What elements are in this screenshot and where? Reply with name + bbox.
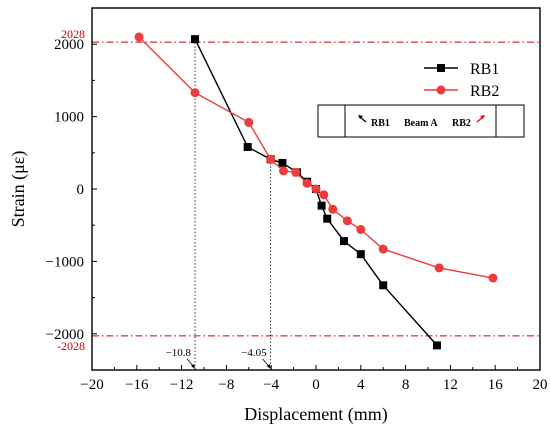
y-tick-label-2: 0 — [77, 182, 85, 198]
y-axis-title: Strain (με) — [8, 151, 29, 228]
h-ref-label-1: -2028 — [57, 339, 85, 353]
x-tick-label-8: 12 — [443, 377, 458, 393]
y-tick-label-4: 2000 — [54, 37, 84, 53]
series-RB2-point-6 — [302, 178, 312, 188]
x-tick-label-6: 4 — [357, 377, 365, 393]
legend: RB1 RB2 — [424, 61, 499, 100]
series-RB2-point-9 — [328, 204, 338, 214]
reference-labels: 2028 -2028 −10.8 −4.05 — [57, 27, 271, 369]
series-RB2-point-12 — [378, 244, 388, 254]
series-RB2-point-3 — [266, 154, 276, 164]
inset-right-arrowhead — [480, 115, 485, 119]
x-tick-label-2: −12 — [170, 377, 193, 393]
series-RB2-point-7 — [311, 184, 321, 194]
x-tick-label-9: 16 — [488, 377, 504, 393]
series-RB2-line — [138, 36, 494, 279]
series-RB1-point-0 — [191, 35, 200, 44]
x-tick-label-0: −20 — [80, 377, 103, 393]
inset-rb2-label: RB2 — [452, 118, 471, 129]
x-tick-label-1: −16 — [125, 377, 149, 393]
legend-rb1-label: RB1 — [470, 61, 499, 78]
series-RB1-point-12 — [432, 341, 441, 350]
series-RB2-point-8 — [319, 190, 329, 200]
series-RB2-point-10 — [342, 216, 352, 226]
y-tick-label-0: −2000 — [46, 327, 84, 343]
series-RB1-point-10 — [356, 250, 365, 259]
series-RB1-point-7 — [317, 201, 326, 210]
y-tick-label-3: 1000 — [54, 110, 84, 126]
v-ref-label-0: −10.8 — [166, 347, 192, 359]
inset-left-arrowhead — [358, 115, 363, 119]
series-RB1-point-3 — [278, 158, 287, 167]
axis-ticks — [91, 7, 541, 371]
series-RB2-point-11 — [356, 225, 366, 235]
series-RB2-point-4 — [279, 166, 289, 176]
tick-labels: −20 −16 −12 −8 −4 0 4 8 12 16 20 −2000 −1000 0 1000 200… — [46, 37, 548, 393]
series-RB1-point-1 — [243, 143, 252, 152]
inset-beam-label: Beam A — [404, 118, 438, 129]
series-RB2-point-13 — [434, 263, 444, 273]
beam-inset: RB1 Beam A RB2 — [317, 104, 525, 138]
x-tick-label-5: 0 — [312, 377, 320, 393]
x-tick-label-7: 8 — [402, 377, 410, 393]
x-tick-label-10: 20 — [533, 377, 548, 393]
x-tick-label-3: −8 — [218, 377, 234, 393]
h-ref-label-0: 2028 — [61, 27, 85, 41]
series-layer — [134, 32, 498, 350]
series-RB2-point-1 — [190, 88, 200, 98]
legend-rb1-marker — [437, 64, 445, 72]
x-axis-title: Displacement (mm) — [244, 404, 387, 425]
series-RB2-point-2 — [244, 117, 254, 127]
series-RB1-point-8 — [323, 214, 332, 223]
v-ref-arrowhead-1 — [266, 364, 271, 369]
legend-rb2-label: RB2 — [470, 83, 499, 100]
series-RB2-point-0 — [134, 32, 144, 42]
inset-rb1-label: RB1 — [371, 118, 390, 129]
series-RB1-point-11 — [379, 281, 388, 290]
x-tick-label-4: −4 — [263, 377, 279, 393]
series-RB2-point-14 — [488, 273, 498, 283]
y-tick-label-1: −1000 — [46, 254, 84, 270]
v-ref-label-1: −4.05 — [241, 347, 267, 359]
v-ref-arrowhead-0 — [191, 364, 196, 369]
reference-lines — [92, 39, 540, 370]
series-RB1-point-9 — [340, 237, 348, 246]
series-RB2-point-5 — [291, 167, 301, 177]
inset-frame — [317, 104, 525, 138]
legend-rb2-marker — [436, 85, 446, 95]
